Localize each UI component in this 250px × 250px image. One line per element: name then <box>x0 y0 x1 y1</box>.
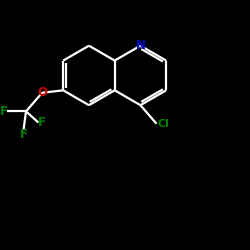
Text: F: F <box>38 116 46 129</box>
Text: O: O <box>37 86 47 99</box>
Text: Cl: Cl <box>158 119 170 129</box>
Text: F: F <box>20 128 28 141</box>
Text: F: F <box>0 105 8 118</box>
Text: N: N <box>136 39 145 52</box>
